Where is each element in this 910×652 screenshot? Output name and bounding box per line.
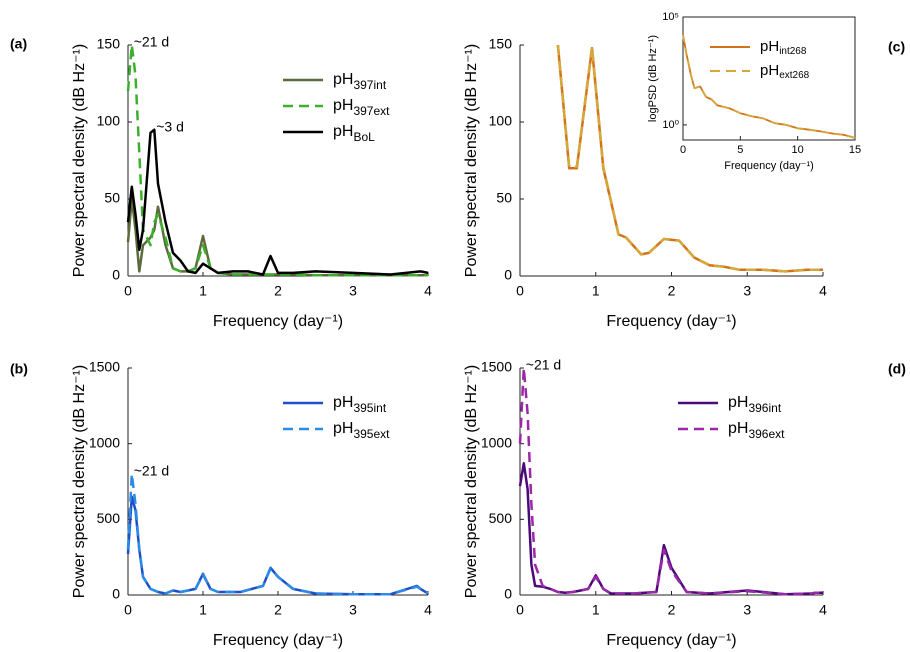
y-tick-label: 50 <box>104 190 120 206</box>
annotation: ~21 d <box>134 463 169 479</box>
series-line <box>126 472 429 596</box>
legend-label: pH397ext <box>333 97 390 118</box>
x-tick-label: 10 <box>792 144 804 156</box>
panel: 0 1 2 3 4 0 500 1000 1500 Frequency (day⁻¹) Power … <box>463 357 906 650</box>
y-tick-label: 10⁰ <box>662 119 679 131</box>
x-tick-label: 1 <box>199 283 207 299</box>
y-tick-label: 1000 <box>481 434 512 450</box>
y-tick-label: 50 <box>496 190 512 206</box>
y-tick-label: 1500 <box>481 359 512 375</box>
legend-label: pH396int <box>728 394 782 415</box>
series-line <box>126 495 429 596</box>
x-tick-label: 0 <box>680 144 686 156</box>
x-tick-label: 3 <box>349 283 357 299</box>
panel-label: (c) <box>888 39 905 55</box>
panel: 0 5 10 15 10⁰ 10⁵ Frequency (day⁻¹) logPSD (dB … <box>647 11 861 172</box>
x-tick-label: 3 <box>743 602 751 618</box>
legend-label: pH395ext <box>333 420 390 441</box>
legend-label: pH396ext <box>728 420 785 441</box>
y-tick-label: 150 <box>489 36 513 52</box>
panel: 0 1 2 3 4 0 500 1000 1500 Frequency (day⁻¹) Power … <box>10 359 432 650</box>
x-axis-label: Frequency (day⁻¹) <box>213 313 343 330</box>
panel: 0 1 2 3 4 0 50 100 150 Frequency (day⁻¹) Power spe… <box>10 34 432 331</box>
series-line <box>126 128 429 276</box>
panel-label: (a) <box>10 36 27 52</box>
x-tick-label: 2 <box>274 283 282 299</box>
x-tick-label: 4 <box>424 602 432 618</box>
x-axis-label: Frequency (day⁻¹) <box>606 313 736 330</box>
x-tick-label: 3 <box>743 283 751 299</box>
y-tick-label: 1500 <box>89 359 120 375</box>
y-axis-label: Power spectral density (dB Hz⁻¹) <box>463 44 480 277</box>
series-line <box>518 366 823 596</box>
x-axis-label: Frequency (day⁻¹) <box>606 632 736 649</box>
x-tick-label: 2 <box>274 602 282 618</box>
series-line <box>126 43 428 277</box>
y-axis-label: Power spectral density (dB Hz⁻¹) <box>71 44 88 277</box>
panel-label: (b) <box>10 361 28 377</box>
series-line <box>518 462 823 596</box>
x-axis-label: Frequency (day⁻¹) <box>724 160 814 172</box>
y-axis-label: logPSD (dB Hz⁻¹) <box>647 35 659 122</box>
x-tick-label: 15 <box>849 144 861 156</box>
y-tick-label: 10⁵ <box>662 11 679 23</box>
y-tick-label: 150 <box>97 36 121 52</box>
x-tick-label: 0 <box>124 602 132 618</box>
y-axis-label: Power spectral density (dB Hz⁻¹) <box>71 365 88 598</box>
y-tick-label: 500 <box>97 510 121 526</box>
y-tick-label: 0 <box>112 586 120 602</box>
x-tick-label: 1 <box>592 283 600 299</box>
y-tick-label: 0 <box>504 267 512 283</box>
annotation: ~3 d <box>156 118 184 134</box>
x-tick-label: 1 <box>592 602 600 618</box>
y-axis-label: Power spectral density (dB Hz⁻¹) <box>463 365 480 598</box>
x-tick-label: 2 <box>668 283 676 299</box>
legend-label: pH395int <box>333 394 387 415</box>
y-tick-label: 0 <box>504 586 512 602</box>
y-tick-label: 100 <box>489 113 513 129</box>
x-tick-label: 3 <box>349 602 357 618</box>
series-line <box>126 197 428 277</box>
y-tick-label: 100 <box>97 113 121 129</box>
annotation: ~21 d <box>134 34 169 50</box>
x-tick-label: 4 <box>819 283 827 299</box>
x-tick-label: 4 <box>819 602 827 618</box>
y-tick-label: 500 <box>489 510 513 526</box>
x-tick-label: 5 <box>737 144 743 156</box>
inset-frame <box>682 16 856 141</box>
x-tick-label: 4 <box>424 283 432 299</box>
y-tick-label: 1000 <box>89 434 120 450</box>
series-line <box>556 44 823 273</box>
x-tick-label: 2 <box>668 602 676 618</box>
x-tick-label: 0 <box>516 602 524 618</box>
x-axis-label: Frequency (day⁻¹) <box>213 632 343 649</box>
y-tick-label: 0 <box>112 267 120 283</box>
legend-label: pH397int <box>333 71 387 92</box>
x-tick-label: 0 <box>516 283 524 299</box>
x-tick-label: 0 <box>124 283 132 299</box>
annotation: ~21 d <box>526 357 561 373</box>
legend-label: pHBoL <box>333 123 375 144</box>
panel-label: (d) <box>888 361 906 377</box>
series-line <box>682 34 856 139</box>
x-tick-label: 1 <box>199 602 207 618</box>
